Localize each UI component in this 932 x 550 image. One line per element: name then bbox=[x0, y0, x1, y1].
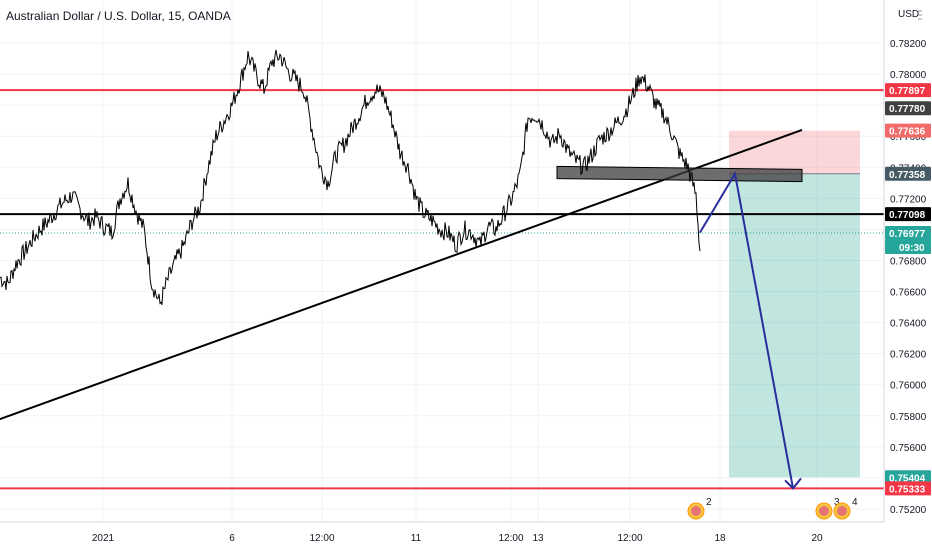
resistance-zone[interactable] bbox=[556, 165, 803, 183]
price-label-bg bbox=[885, 481, 931, 496]
price-labels: 0.77897 0.77780 0.77636 0.77358 0.77098 0.769… bbox=[885, 83, 931, 496]
y-tick-label: 0.75600 bbox=[890, 443, 927, 454]
time-axis[interactable]: 2021 6 12:00 11 12:00 13 12:00 18 20 bbox=[92, 533, 823, 544]
projection-arrowhead bbox=[784, 477, 802, 490]
x-tick-label: 13 bbox=[532, 533, 544, 544]
price-label-bg bbox=[885, 166, 931, 181]
countdown-bg bbox=[885, 239, 931, 254]
y-tick-label: 0.75200 bbox=[890, 505, 927, 516]
y-tick-label: 0.78000 bbox=[890, 70, 927, 81]
x-tick-label: 12:00 bbox=[498, 533, 523, 544]
y-tick-label: 0.76600 bbox=[890, 288, 927, 299]
y-tick-label: 0.76400 bbox=[890, 319, 927, 330]
event-count: 2 bbox=[706, 497, 712, 508]
price-label: 0.77358 bbox=[889, 170, 926, 181]
x-tick-label: 12:00 bbox=[309, 533, 334, 544]
price-label-bg bbox=[885, 225, 931, 240]
x-tick-label: 11 bbox=[411, 533, 422, 544]
x-tick-label: 20 bbox=[811, 533, 823, 544]
y-tick-label: 0.77200 bbox=[890, 194, 927, 205]
y-tick-label: 0.76200 bbox=[890, 350, 927, 361]
y-tick-label: 0.77600 bbox=[890, 132, 927, 143]
take-profit-zone[interactable] bbox=[729, 173, 860, 478]
short-position-tool[interactable] bbox=[729, 130, 860, 478]
projection-path[interactable] bbox=[699, 170, 802, 490]
stop-loss-zone[interactable] bbox=[729, 130, 860, 174]
price-label: 0.77897 bbox=[889, 86, 926, 97]
event-count: 4 bbox=[852, 497, 858, 508]
event-count: 3 bbox=[834, 497, 840, 508]
price-label-bg bbox=[885, 207, 931, 222]
price-series bbox=[0, 49, 701, 305]
price-label-bg bbox=[885, 123, 931, 138]
price-line bbox=[0, 49, 701, 305]
y-tick-label: 0.78200 bbox=[890, 39, 927, 50]
flag-inner-icon bbox=[837, 506, 847, 516]
projection-line[interactable] bbox=[699, 170, 794, 489]
flag-inner-icon bbox=[819, 506, 829, 516]
price-label: 0.77098 bbox=[889, 210, 926, 221]
x-tick-label: 6 bbox=[229, 533, 235, 544]
x-tick-label: 12:00 bbox=[617, 533, 642, 544]
price-label: 0.75333 bbox=[889, 484, 926, 495]
countdown-label: 09:30 bbox=[899, 243, 925, 254]
price-label: 0.77780 bbox=[889, 104, 926, 115]
x-tick-label: 2021 bbox=[92, 533, 115, 544]
scale-menu-icon[interactable] bbox=[918, 10, 922, 20]
y-tick-label: 0.76800 bbox=[890, 256, 927, 267]
currency-label: USD bbox=[898, 9, 919, 20]
x-tick-label: 18 bbox=[714, 533, 726, 544]
price-label: 0.75404 bbox=[889, 473, 926, 484]
price-label-bg bbox=[885, 83, 931, 98]
y-tick-label: 0.76000 bbox=[890, 381, 927, 392]
chart-title: Australian Dollar / U.S. Dollar, 15, OAN… bbox=[6, 9, 231, 23]
y-tick-label: 0.75800 bbox=[890, 412, 927, 423]
price-label-bg bbox=[885, 101, 931, 116]
economic-events[interactable]: 2 3 4 bbox=[687, 497, 858, 520]
price-label: 0.76977 bbox=[889, 229, 926, 240]
flag-inner-icon bbox=[691, 506, 701, 516]
price-label-bg bbox=[885, 470, 931, 485]
price-label: 0.77636 bbox=[889, 127, 926, 138]
resistance-zone-box[interactable] bbox=[556, 165, 803, 183]
